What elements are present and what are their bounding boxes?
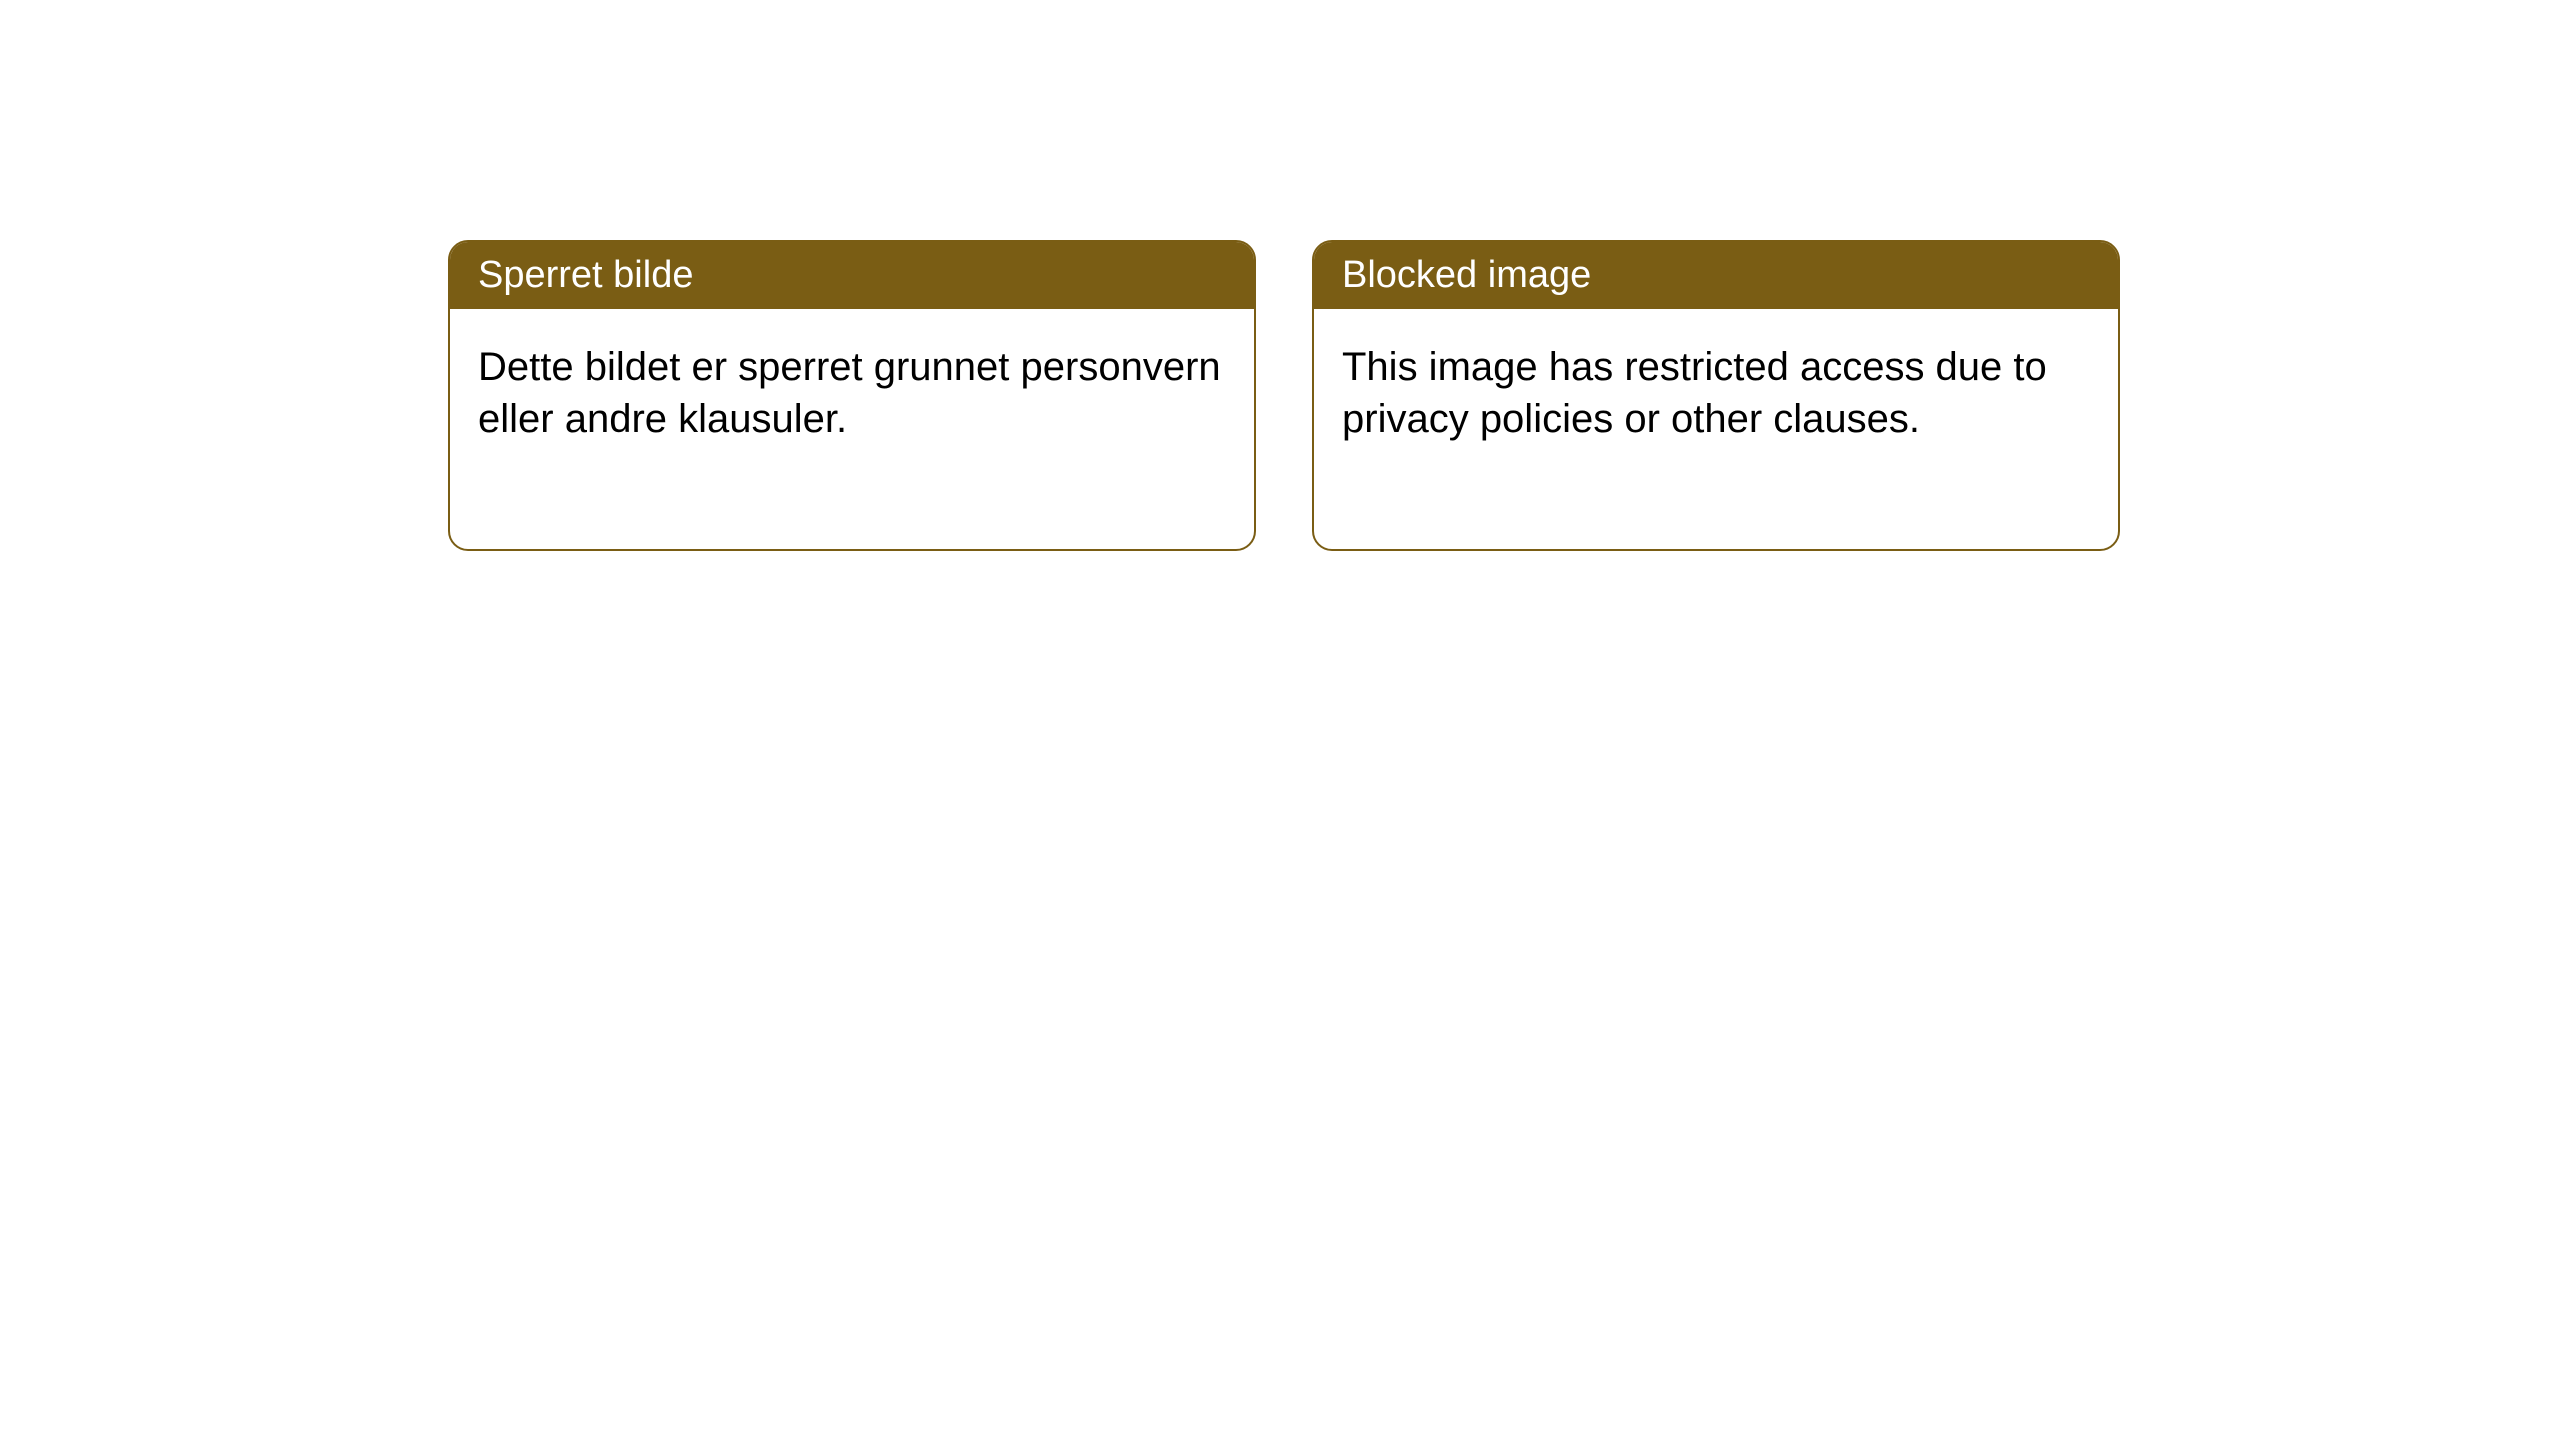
card-header: Sperret bilde [450,242,1254,309]
card-body-text: Dette bildet er sperret grunnet personve… [478,345,1221,441]
notice-card-norwegian: Sperret bilde Dette bildet er sperret gr… [448,240,1256,551]
card-body-text: This image has restricted access due to … [1342,345,2047,441]
card-body: Dette bildet er sperret grunnet personve… [450,309,1254,549]
notice-cards-container: Sperret bilde Dette bildet er sperret gr… [0,0,2560,551]
card-header: Blocked image [1314,242,2118,309]
card-title: Sperret bilde [478,254,693,296]
card-title: Blocked image [1342,254,1591,296]
notice-card-english: Blocked image This image has restricted … [1312,240,2120,551]
card-body: This image has restricted access due to … [1314,309,2118,549]
